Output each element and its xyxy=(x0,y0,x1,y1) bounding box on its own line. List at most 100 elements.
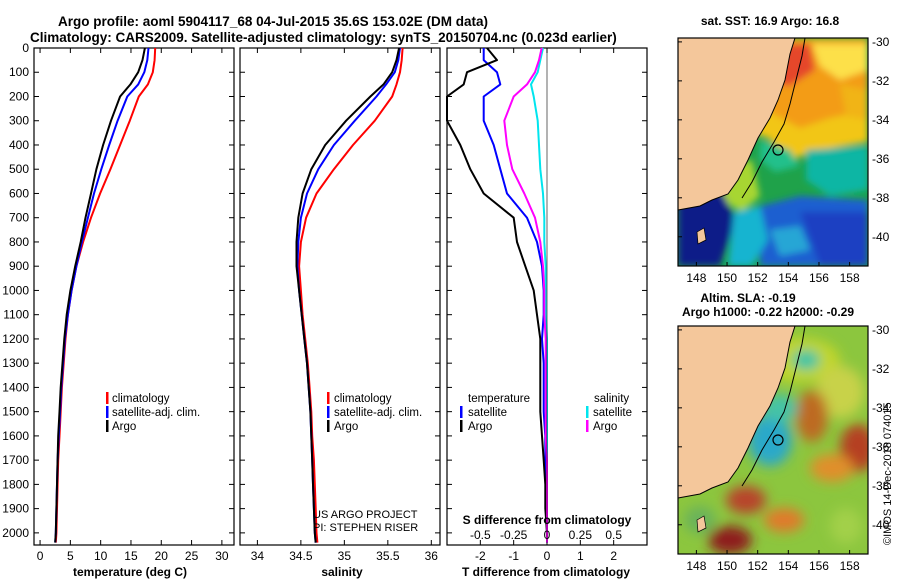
x-tick-label: -1 xyxy=(508,549,519,563)
legend-swatch-s-satellite xyxy=(586,406,589,418)
x-tick-label: 35.5 xyxy=(376,549,400,563)
sst-map-axes: 148 150 152 154 156 158 -30 -32 -34 -36 -38 -40 xyxy=(678,35,890,285)
s-difference-tick-label: -0.25 xyxy=(500,528,528,542)
depth-tick-label: 1400 xyxy=(2,380,29,394)
lat-tick-label: -34 xyxy=(872,113,890,127)
depth-tick-label: 2000 xyxy=(2,526,29,540)
salinity-legend: climatology satellite-adj. clim. Argo xyxy=(327,392,422,433)
x-tick-label: 34.5 xyxy=(289,549,313,563)
lon-tick-label: 156 xyxy=(809,559,829,573)
depth-tick-label: 700 xyxy=(9,211,29,225)
x-tick-label: 0 xyxy=(544,549,551,563)
depth-tick-label: 1200 xyxy=(2,332,29,346)
lat-tick-label: -40 xyxy=(872,230,890,244)
sla-map-title: Altim. SLA: -0.19 xyxy=(700,291,796,305)
sla-map-subtitle: Argo h1000: -0.22 h2000: -0.29 xyxy=(682,305,854,319)
lon-tick-label: 158 xyxy=(840,271,860,285)
imos-stamp: ©IMOS 14-Dec-2018 074015 xyxy=(882,402,894,545)
legend-swatch-t-argo xyxy=(460,420,463,432)
series-line-climatology xyxy=(298,47,404,543)
legend-s-argo: Argo xyxy=(593,421,617,433)
s-difference-tick-label: -0.5 xyxy=(470,528,491,542)
depth-tick-label: 1600 xyxy=(2,429,29,443)
legend-swatch-climatology xyxy=(327,392,330,404)
depth-tick-label: 0 xyxy=(22,41,29,55)
lat-tick-label: -40 xyxy=(872,518,890,532)
lat-tick-label: -30 xyxy=(872,323,890,337)
depth-axis: 0 100 200 300 400 500 600 700 800 900 1000 1100 1200… xyxy=(2,41,647,540)
sst-map-title: sat. SST: 16.9 Argo: 16.8 xyxy=(701,14,840,28)
x-tick-label: -2 xyxy=(475,549,486,563)
depth-tick-label: 1500 xyxy=(2,405,29,419)
x-tick-label: 30 xyxy=(215,549,229,563)
x-tick-label: 0 xyxy=(37,549,44,563)
salinity-axis-label: salinity xyxy=(321,565,363,579)
lon-tick-label: 148 xyxy=(686,559,706,573)
lat-tick-label: -32 xyxy=(872,74,890,88)
series-line-argo xyxy=(295,47,401,543)
series-line-salinity-argo xyxy=(503,47,548,543)
header-line1: Argo profile: aoml 5904117_68 04-Jul-201… xyxy=(58,14,488,29)
lon-tick-label: 150 xyxy=(717,271,737,285)
sst-profile-marker xyxy=(772,144,784,156)
sla-profile-marker xyxy=(772,434,784,446)
depth-tick-label: 1700 xyxy=(2,453,29,467)
depth-tick-label: 800 xyxy=(9,235,29,249)
x-tick-label: 35 xyxy=(338,549,352,563)
depth-tick-label: 500 xyxy=(9,162,29,176)
depth-tick-label: 900 xyxy=(9,259,29,273)
lat-tick-label: -36 xyxy=(872,440,890,454)
x-tick-label: 5 xyxy=(67,549,74,563)
depth-tick-label: 1000 xyxy=(2,283,29,297)
x-tick-label: 1 xyxy=(577,549,584,563)
temperature-legend: climatology satellite-adj. clim. Argo xyxy=(106,392,200,433)
lat-tick-label: -30 xyxy=(872,35,890,49)
depth-tick-label: 100 xyxy=(9,65,29,79)
x-tick-label: 20 xyxy=(155,549,169,563)
lon-tick-label: 158 xyxy=(840,559,860,573)
legend-salinity-title: salinity xyxy=(594,393,629,405)
depth-tick-label: 1300 xyxy=(2,356,29,370)
t-difference-axis-label: T difference from climatology xyxy=(462,565,630,579)
series-line-temperature-argo xyxy=(446,47,548,543)
legend-swatch-climatology xyxy=(106,392,109,404)
lon-tick-label: 152 xyxy=(748,559,768,573)
x-tick-label: 34 xyxy=(251,549,265,563)
depth-tick-label: 200 xyxy=(9,89,29,103)
lat-tick-label: -38 xyxy=(872,191,890,205)
x-tick-label: 36 xyxy=(425,549,439,563)
legend-argo: Argo xyxy=(334,421,358,433)
series-line-argo xyxy=(54,47,146,543)
temperature-panel xyxy=(33,47,235,546)
s-difference-axis-label: S difference from climatology xyxy=(463,513,632,527)
lon-tick-label: 152 xyxy=(748,271,768,285)
salinity-plot: 34 34.5 35 35.5 36 xyxy=(251,47,439,563)
legend-s-satellite: satellite xyxy=(593,407,632,419)
legend-swatch-argo xyxy=(327,420,330,432)
x-tick-label: 10 xyxy=(94,549,108,563)
lat-tick-label: -36 xyxy=(872,152,890,166)
depth-tick-label: 400 xyxy=(9,138,29,152)
x-tick-label: 15 xyxy=(124,549,138,563)
depth-tick-label: 1100 xyxy=(3,308,29,322)
legend-satellite: satellite-adj. clim. xyxy=(112,407,200,419)
depth-tick-label: 1800 xyxy=(2,477,29,491)
legend-climatology: climatology xyxy=(334,393,392,405)
difference-legend: temperature satellite Argo salinity sate… xyxy=(460,393,632,433)
lat-tick-label: -38 xyxy=(872,479,890,493)
lon-tick-label: 156 xyxy=(809,271,829,285)
legend-argo: Argo xyxy=(112,421,136,433)
temperature-plot: 0 5 10 15 20 25 30 xyxy=(37,47,229,563)
x-tick-label: 2 xyxy=(610,549,617,563)
lat-tick-label: -34 xyxy=(872,401,890,415)
sla-map-axes: 148 150 152 154 156 158 -30 -32 -34 -36 -38 -40 xyxy=(678,323,890,573)
lon-tick-label: 148 xyxy=(686,271,706,285)
depth-tick-label: 600 xyxy=(9,186,29,200)
sla-map xyxy=(678,326,868,554)
legend-satellite: satellite-adj. clim. xyxy=(334,407,422,419)
project-label: US ARGO PROJECT xyxy=(313,509,418,521)
legend-t-satellite: satellite xyxy=(468,407,507,419)
legend-swatch-satellite xyxy=(106,406,109,418)
legend-swatch-t-satellite xyxy=(460,406,463,418)
lon-tick-label: 154 xyxy=(778,559,798,573)
